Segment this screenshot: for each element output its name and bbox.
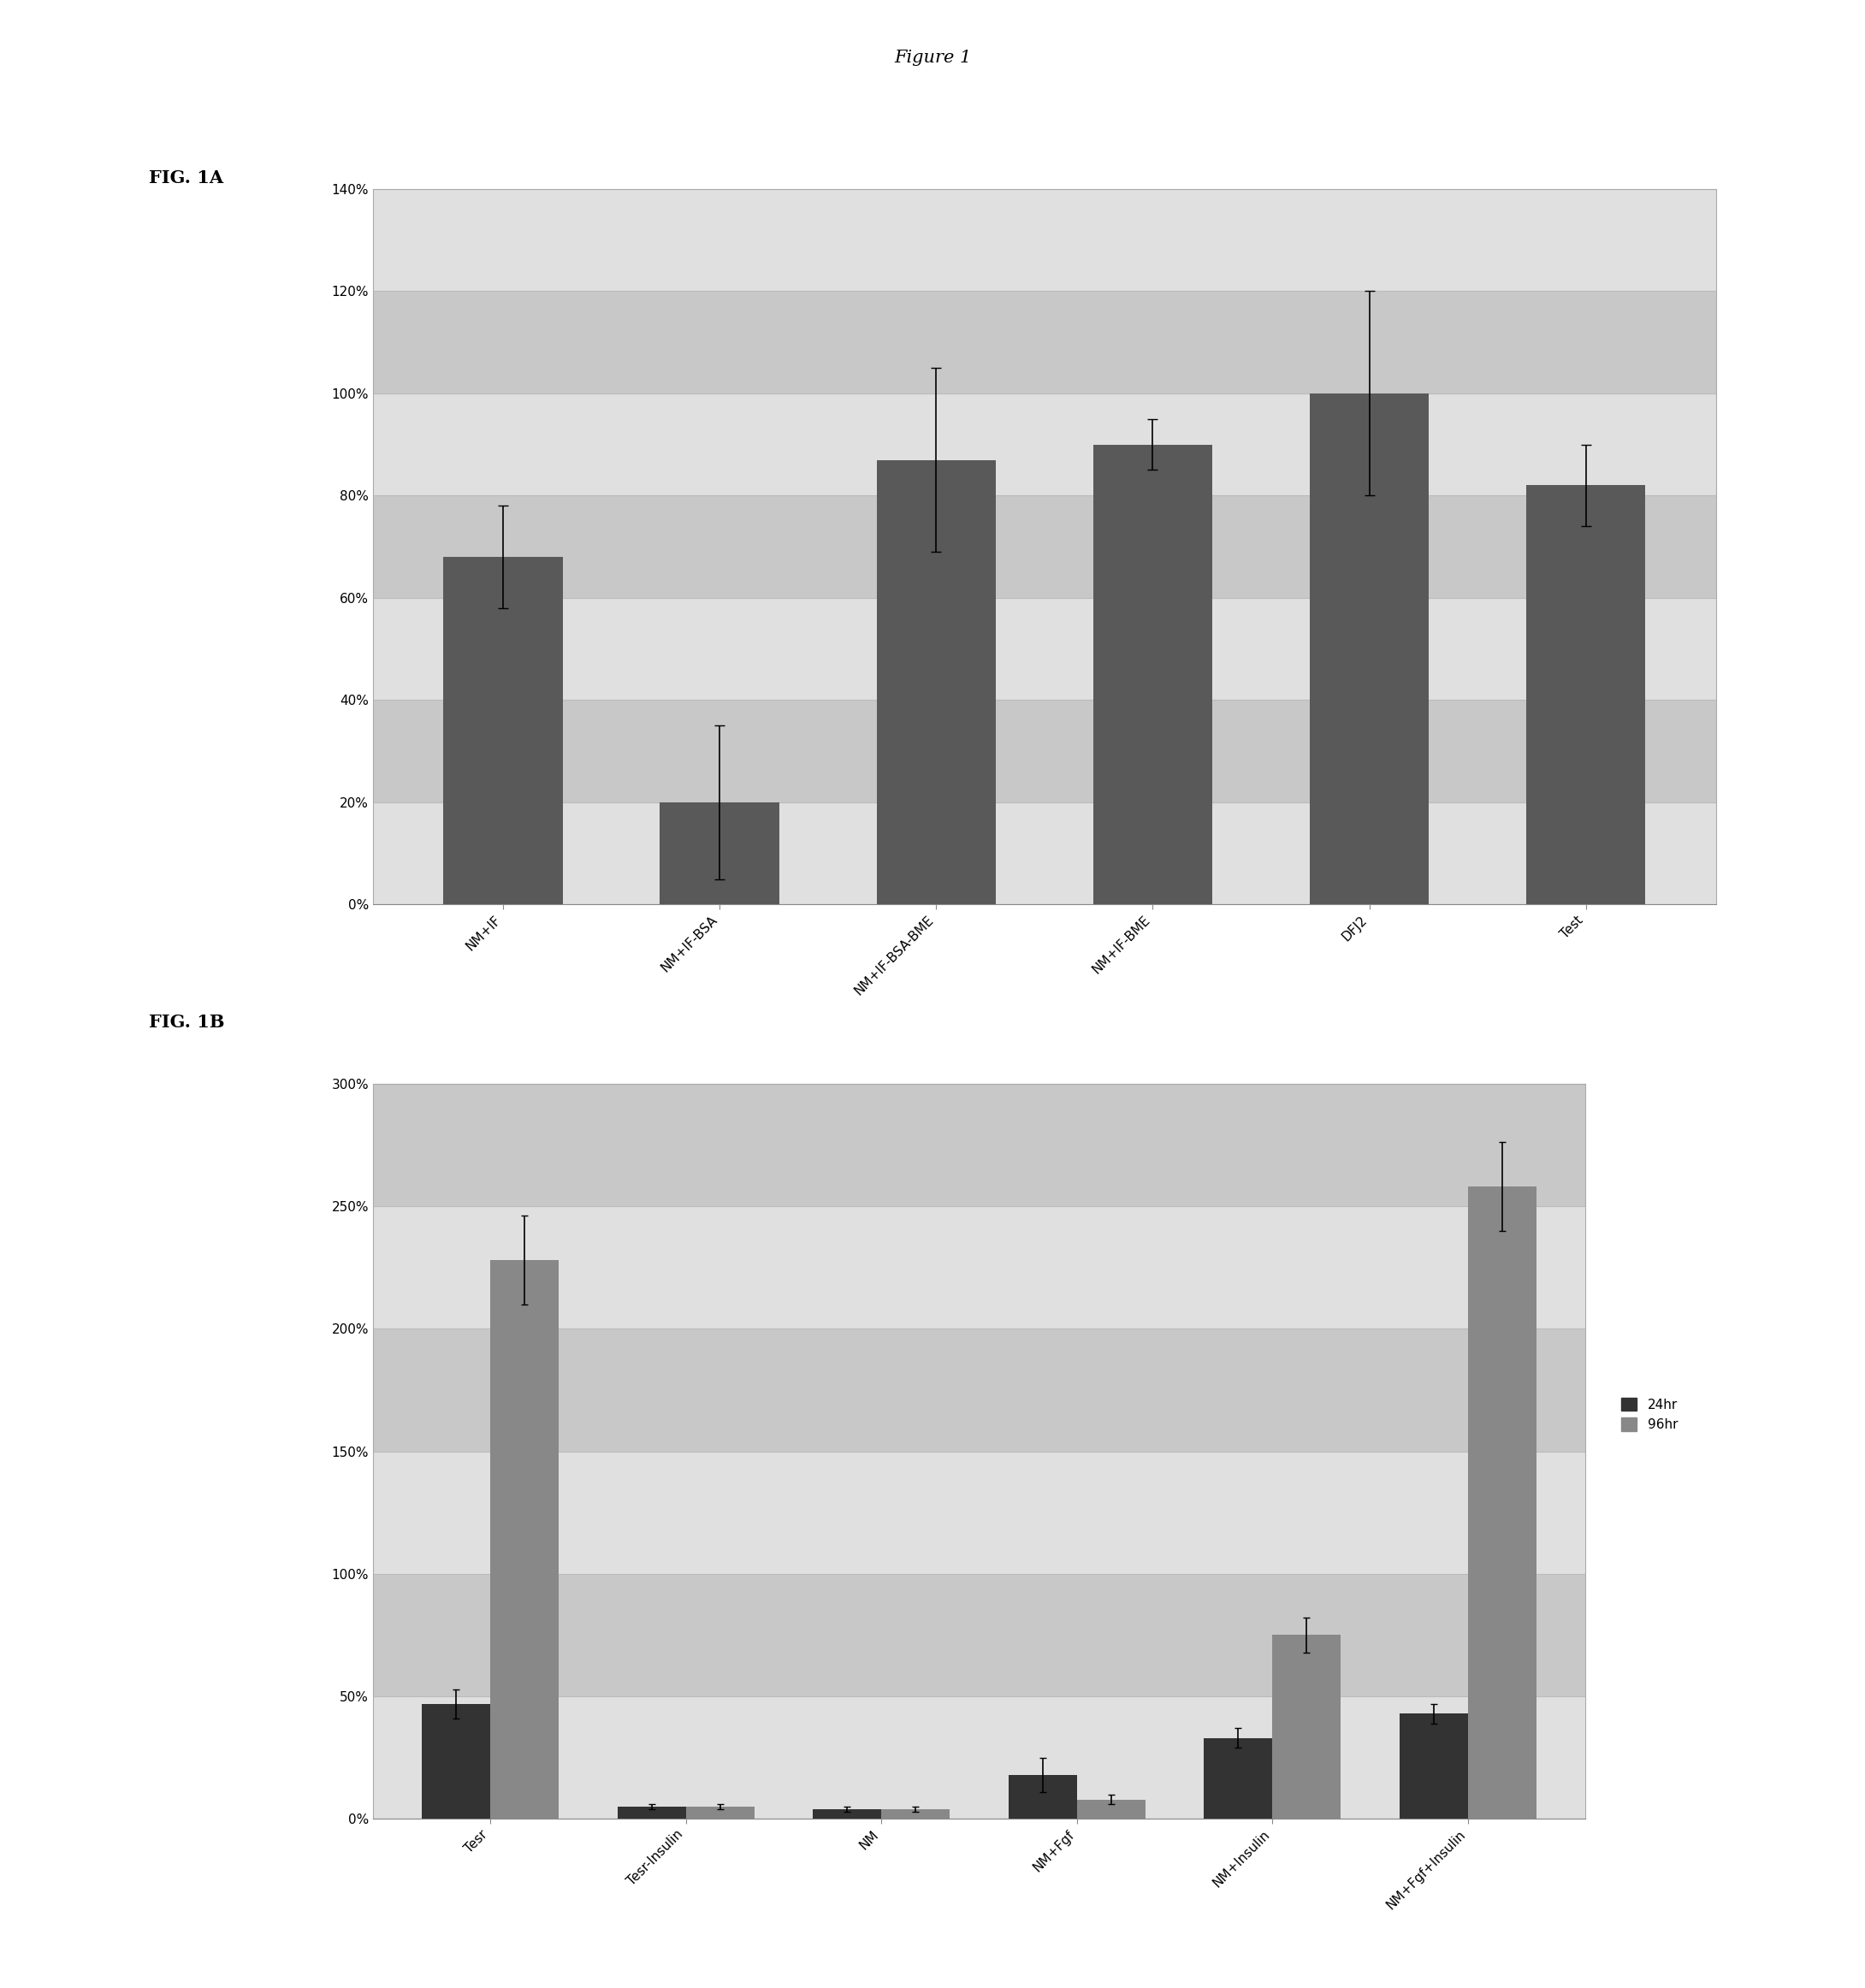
Bar: [373, 1328, 1585, 1451]
Bar: [1093, 445, 1212, 905]
Bar: [373, 495, 1716, 598]
Bar: [1076, 1799, 1145, 1819]
Bar: [882, 1809, 949, 1819]
Bar: [490, 1260, 560, 1819]
Bar: [1526, 485, 1645, 905]
Bar: [813, 1809, 882, 1819]
Bar: [1468, 1187, 1537, 1819]
Text: Figure 1: Figure 1: [893, 50, 972, 66]
Bar: [373, 1574, 1585, 1696]
Bar: [373, 290, 1716, 394]
Bar: [1272, 1634, 1341, 1819]
Bar: [373, 1083, 1585, 1207]
Bar: [421, 1704, 490, 1819]
Text: FIG. 1A: FIG. 1A: [149, 169, 224, 187]
Bar: [1009, 1775, 1076, 1819]
Legend: 24hr, 96hr: 24hr, 96hr: [1617, 1392, 1682, 1437]
Bar: [660, 803, 780, 905]
Text: FIG. 1B: FIG. 1B: [149, 1014, 226, 1032]
Bar: [1399, 1714, 1468, 1819]
Bar: [1205, 1738, 1272, 1819]
Bar: [877, 459, 996, 905]
Bar: [373, 700, 1716, 803]
Bar: [1309, 394, 1429, 905]
Bar: [686, 1807, 753, 1819]
Bar: [617, 1807, 686, 1819]
Bar: [444, 557, 563, 905]
